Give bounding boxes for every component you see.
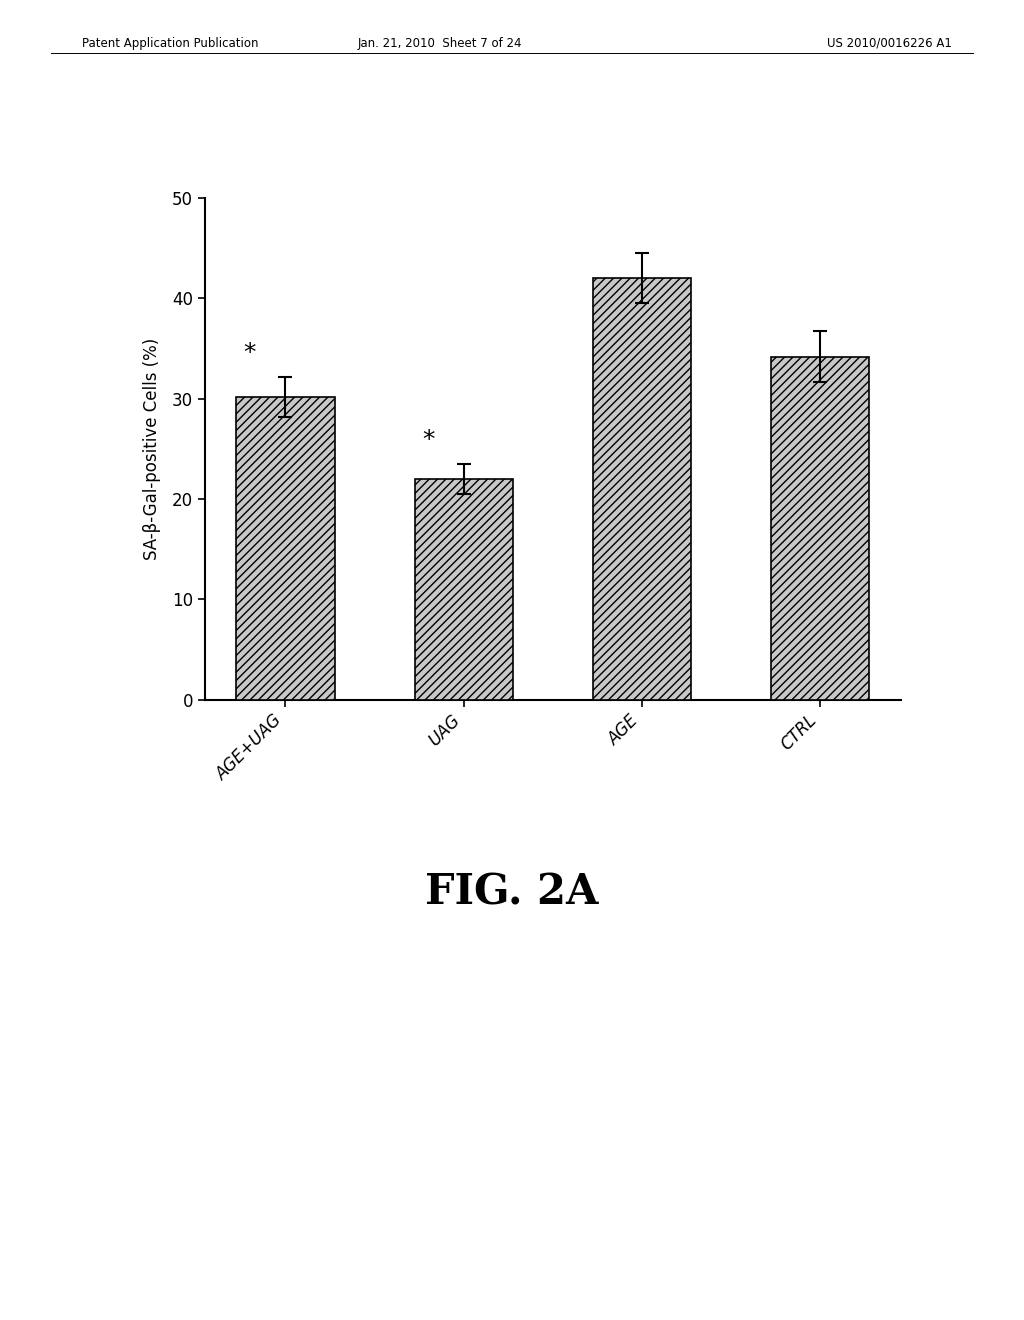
Y-axis label: SA-β-Gal-positive Cells (%): SA-β-Gal-positive Cells (%) [142, 338, 161, 560]
Bar [593, 279, 691, 700]
Text: *: * [422, 428, 434, 451]
Bar [771, 356, 869, 700]
Text: Patent Application Publication: Patent Application Publication [82, 37, 258, 50]
Bar [415, 479, 513, 700]
Bar [237, 396, 335, 700]
Text: *: * [244, 341, 256, 364]
Text: FIG. 2A: FIG. 2A [425, 871, 599, 913]
Text: Jan. 21, 2010  Sheet 7 of 24: Jan. 21, 2010 Sheet 7 of 24 [358, 37, 522, 50]
Text: US 2010/0016226 A1: US 2010/0016226 A1 [827, 37, 952, 50]
